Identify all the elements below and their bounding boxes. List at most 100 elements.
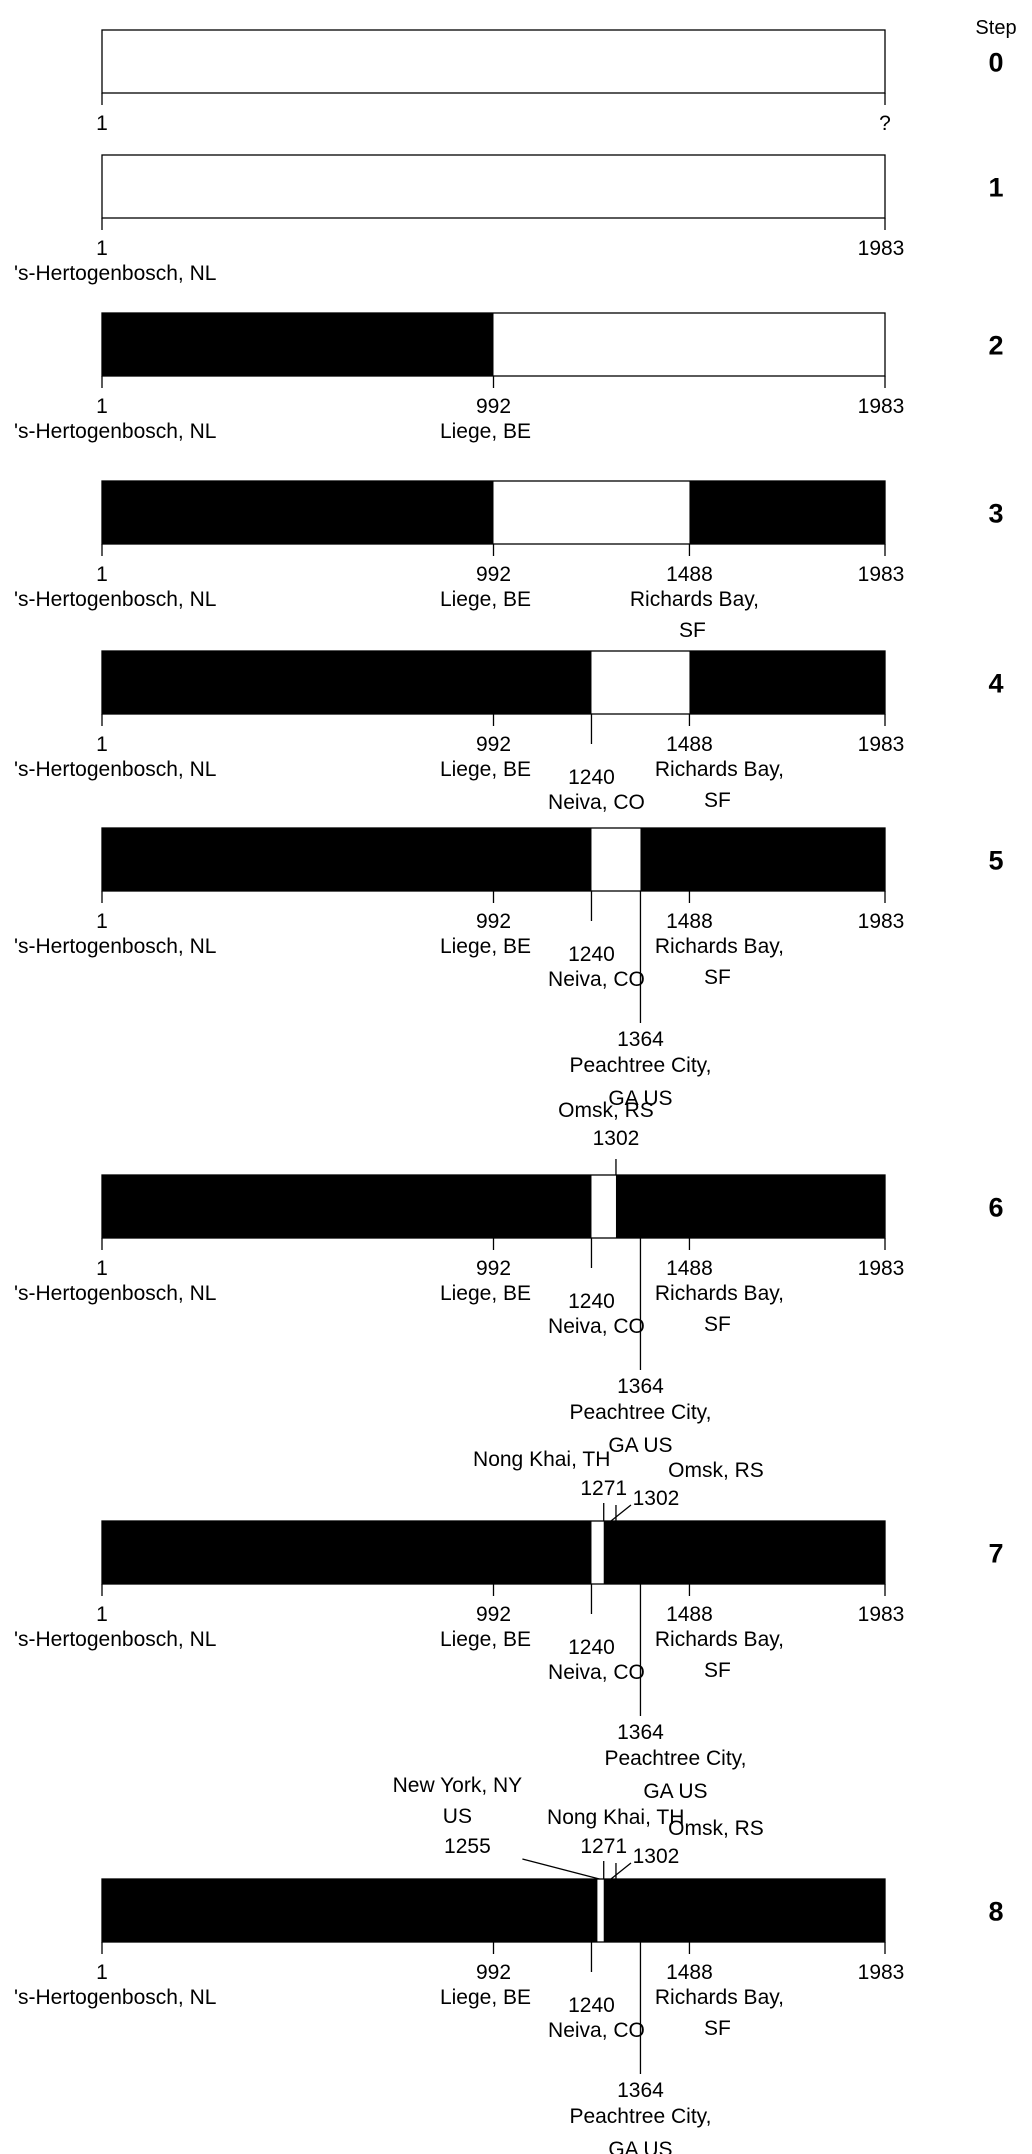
eliminated-segment bbox=[640, 828, 885, 891]
marker-1: 1's-Hertogenbosch, NL bbox=[14, 1942, 216, 2009]
marker-value: 1 bbox=[96, 910, 108, 933]
marker-city: GA US bbox=[608, 1434, 672, 1457]
marker-city: Neiva, CO bbox=[548, 968, 645, 991]
marker-city: 's-Hertogenbosch, NL bbox=[14, 588, 216, 611]
marker-city: SF bbox=[704, 1659, 731, 1682]
marker-value: 1255 bbox=[444, 1835, 491, 1858]
marker-value: 1 bbox=[96, 237, 108, 260]
marker-value: 1488 bbox=[666, 1257, 713, 1280]
marker-value: 992 bbox=[476, 563, 511, 586]
marker-value: 1364 bbox=[617, 1028, 664, 1051]
range-end-label: 1983 bbox=[858, 1603, 905, 1626]
marker-city: Liege, BE bbox=[440, 588, 531, 611]
marker-value: 1364 bbox=[617, 1721, 664, 1744]
step-number: 2 bbox=[988, 331, 1003, 361]
marker-city: Neiva, CO bbox=[548, 2019, 645, 2042]
marker-city: Neiva, CO bbox=[548, 791, 645, 814]
eliminated-segment bbox=[102, 481, 494, 544]
marker-value: 992 bbox=[476, 1603, 511, 1626]
marker-value: 1 bbox=[96, 1603, 108, 1626]
marker-city: Peachtree City, bbox=[569, 1054, 711, 1077]
marker-value: 1271 bbox=[580, 1835, 627, 1858]
marker-value: 1240 bbox=[568, 943, 615, 966]
eliminated-segment bbox=[689, 481, 885, 544]
step-row-0: 0? 1 bbox=[96, 29, 1004, 135]
marker-value: 1364 bbox=[617, 1375, 664, 1398]
marker-1: 1's-Hertogenbosch, NL bbox=[14, 891, 216, 958]
marker-value: 1488 bbox=[666, 733, 713, 756]
step-column-title: Step bbox=[975, 17, 1016, 39]
marker-city: Liege, BE bbox=[440, 420, 531, 443]
marker-value: 1240 bbox=[568, 1290, 615, 1313]
step-number: 4 bbox=[988, 669, 1003, 699]
marker-1: 1's-Hertogenbosch, NL bbox=[14, 1584, 216, 1651]
marker-value: 1488 bbox=[666, 563, 713, 586]
marker-value: 1302 bbox=[633, 1845, 680, 1868]
marker-value: 1 bbox=[96, 1961, 108, 1984]
marker-1302: 1302 Omsk, RS bbox=[610, 1817, 764, 1880]
marker-value: 1488 bbox=[666, 910, 713, 933]
range-end-label: 1983 bbox=[858, 563, 905, 586]
marker-city: SF bbox=[704, 789, 731, 812]
marker-1364: 1364 Peachtree City, GA US bbox=[569, 1238, 711, 1457]
search-range-bar bbox=[101, 29, 886, 94]
marker-city: US bbox=[443, 1805, 472, 1828]
step-number: 6 bbox=[988, 1193, 1003, 1223]
marker-1364: 1364 Peachtree City, GA US bbox=[604, 1584, 746, 1803]
marker-1271: 1271 Nong Khai, TH bbox=[547, 1806, 684, 1879]
eliminated-segment bbox=[603, 1521, 885, 1584]
marker-city: GA US bbox=[608, 1087, 672, 1110]
marker-city: Omsk, RS bbox=[668, 1817, 764, 1840]
leader-line bbox=[610, 1862, 632, 1880]
marker-city: 's-Hertogenbosch, NL bbox=[14, 1282, 216, 1305]
marker-value: 1 bbox=[96, 1257, 108, 1280]
marker-city: 's-Hertogenbosch, NL bbox=[14, 1986, 216, 2009]
marker-city: Richards Bay, bbox=[655, 1628, 784, 1651]
marker-value: 1488 bbox=[666, 1961, 713, 1984]
marker-city: Richards Bay, bbox=[655, 1986, 784, 2009]
marker-city: 's-Hertogenbosch, NL bbox=[14, 1628, 216, 1651]
marker-city: SF bbox=[704, 2017, 731, 2040]
search-range-bar bbox=[101, 154, 886, 219]
marker-1271: 1271 Nong Khai, TH bbox=[473, 1448, 627, 1521]
marker-city: Nong Khai, TH bbox=[473, 1448, 610, 1471]
marker-city: SF bbox=[704, 966, 731, 989]
marker-value: 1 bbox=[96, 563, 108, 586]
marker-1364: 1364 Peachtree City, GA US bbox=[569, 1942, 711, 2154]
marker-1302: Omsk, RS 1302 bbox=[558, 1099, 654, 1175]
eliminated-segment bbox=[615, 1175, 885, 1238]
step-number: 8 bbox=[988, 1897, 1003, 1927]
marker-value: 1364 bbox=[617, 2079, 664, 2102]
eliminated-segment bbox=[603, 1879, 885, 1942]
step-number: 0 bbox=[988, 48, 1003, 78]
marker-city: Neiva, CO bbox=[548, 1315, 645, 1338]
marker-city: Omsk, RS bbox=[668, 1459, 764, 1482]
marker-value: 992 bbox=[476, 1257, 511, 1280]
eliminated-segment bbox=[102, 1879, 598, 1942]
range-end-label: 1983 bbox=[858, 910, 905, 933]
marker-city: Liege, BE bbox=[440, 1986, 531, 2009]
marker-value: 992 bbox=[476, 910, 511, 933]
eliminated-segment bbox=[102, 651, 592, 714]
marker-city: 's-Hertogenbosch, NL bbox=[14, 935, 216, 958]
marker-city: GA US bbox=[643, 1780, 707, 1803]
marker-value: 1302 bbox=[593, 1127, 640, 1150]
